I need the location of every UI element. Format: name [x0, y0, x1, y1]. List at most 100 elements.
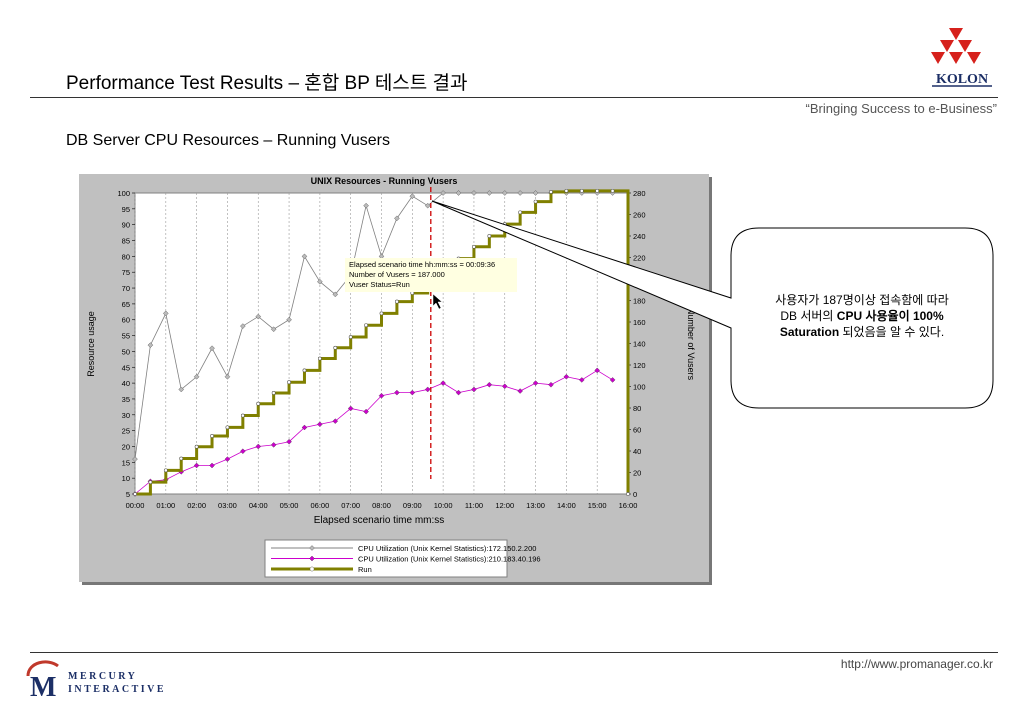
cpu-point-1	[532, 190, 539, 196]
y-tick-label: 25	[122, 427, 130, 436]
y-tick-label: 70	[122, 284, 130, 293]
callout-line-2-bold: CPU 사용율이 100%	[836, 309, 944, 323]
y2-tick-label: 180	[633, 297, 646, 306]
x-tick-label: 10:00	[434, 501, 453, 510]
run-point	[610, 188, 615, 193]
y2-tick-label: 100	[633, 383, 646, 392]
y-tick-label: 55	[122, 332, 130, 341]
cpu-point-2	[347, 405, 354, 412]
cpu-point-2	[532, 380, 539, 386]
run-series-line	[135, 189, 630, 496]
x-tick-label: 01:00	[156, 501, 175, 510]
cpu-point-2	[440, 380, 446, 386]
run-point	[472, 244, 476, 249]
cpu-point-2	[548, 381, 554, 388]
cpu-point-2	[193, 462, 200, 469]
run-point	[333, 345, 338, 350]
y2-tick-label: 20	[633, 469, 641, 478]
x-axis-label: Elapsed scenario time mm:ss	[314, 515, 445, 526]
cpu-point-2	[209, 462, 215, 469]
cpu-point-1	[486, 190, 493, 196]
cpu-point-2	[332, 418, 339, 424]
cpu-point-1	[317, 278, 323, 285]
run-point	[533, 199, 538, 204]
run-point	[194, 444, 199, 449]
x-tick-label: 05:00	[280, 501, 299, 510]
y-tick-label: 15	[122, 458, 130, 467]
y2-tick-label: 140	[633, 340, 646, 349]
cpu-point-2	[501, 383, 508, 390]
y-tick-label: 30	[122, 411, 130, 420]
tooltip-line-3: Vuser Status=Run	[349, 280, 410, 289]
cpu-point-2	[424, 386, 431, 393]
cpu-point-2	[378, 392, 385, 399]
y2-tick-label: 0	[633, 490, 637, 499]
run-point	[240, 413, 245, 418]
run-point	[148, 480, 153, 485]
run-point	[626, 492, 630, 496]
cpu-point-1	[178, 386, 185, 393]
run-point	[163, 468, 168, 473]
run-point	[179, 456, 184, 461]
y-tick-label: 75	[122, 268, 130, 277]
cpu-point-1	[363, 202, 369, 209]
x-tick-label: 00:00	[126, 501, 145, 510]
cpu-point-1	[455, 190, 462, 196]
y2-tick-label: 120	[633, 361, 646, 370]
mouse-pointer-icon	[432, 293, 443, 310]
kolon-logo: KOLON	[931, 28, 992, 87]
run-point	[256, 401, 261, 406]
cpu-point-2	[594, 367, 600, 374]
footer-url[interactable]: http://www.promanager.co.kr	[840, 657, 993, 671]
cpu-point-2	[317, 421, 323, 428]
x-tick-label: 14:00	[557, 501, 576, 510]
run-point	[395, 299, 399, 304]
x-tick-label: 15:00	[588, 501, 607, 510]
legend-marker	[309, 555, 315, 562]
cpu-point-1	[501, 190, 508, 196]
cpu-point-1	[270, 326, 277, 333]
run-point	[518, 210, 523, 215]
cpu-point-1	[209, 345, 215, 352]
chart-tooltip: Elapsed scenario time hh:mm:ss = 00:09:3…	[345, 258, 517, 292]
legend-marker	[309, 566, 315, 572]
cpu-point-1	[409, 193, 416, 199]
x-tick-label: 09:00	[403, 501, 422, 510]
run-point	[348, 335, 353, 339]
y-tick-label: 100	[117, 189, 130, 198]
x-tick-label: 07:00	[341, 501, 360, 510]
run-point	[133, 492, 137, 496]
chart: UNIX Resources - Running Vusers 5 10 15 20 2…	[81, 176, 707, 580]
y2-tick-label: 260	[633, 211, 646, 220]
cpu-point-1	[224, 373, 231, 380]
cpu-point-1	[286, 316, 292, 323]
legend-marker	[309, 545, 315, 551]
tooltip-line-2: Number of Vusers = 187.000	[349, 270, 445, 279]
run-point	[317, 356, 322, 361]
y-tick-label: 90	[122, 221, 130, 230]
y-tick-label: 20	[122, 442, 130, 451]
y-tick-label: 35	[122, 395, 130, 404]
cpu-point-2	[609, 377, 616, 383]
cpu-point-1	[440, 190, 446, 196]
x-tick-label: 02:00	[187, 501, 206, 510]
run-point	[364, 323, 368, 328]
callout-bubble	[431, 200, 994, 409]
cpu-point-2	[224, 456, 231, 462]
run-point	[487, 234, 492, 238]
cpu-point-2	[471, 386, 477, 393]
cpu-point-1	[132, 456, 138, 462]
cpu-point-1	[394, 215, 400, 222]
cpu-point-2	[255, 443, 262, 450]
y-tick-label: 40	[122, 379, 130, 388]
cpu-point-2	[240, 448, 246, 455]
y2-tick-label: 220	[633, 254, 646, 263]
y2-tick-label: 160	[633, 318, 646, 327]
cpu-point-2	[270, 442, 277, 448]
kolon-logo-text: KOLON	[936, 72, 988, 87]
x-tick-label: 12:00	[495, 501, 514, 510]
cpu-point-1	[193, 373, 200, 380]
cpu-point-1	[471, 190, 477, 196]
x-tick-label: 04:00	[249, 501, 268, 510]
cpu-point-1	[332, 291, 339, 298]
